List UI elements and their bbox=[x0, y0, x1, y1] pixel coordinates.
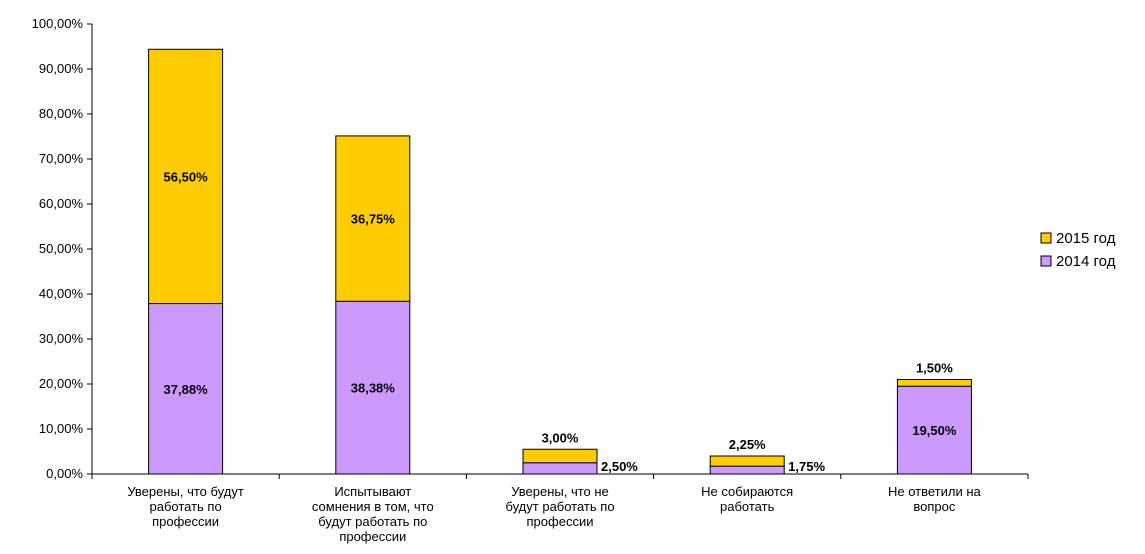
data-label-2015: 2,25% bbox=[729, 437, 766, 452]
y-tick-label: 30,00% bbox=[39, 331, 84, 346]
x-axis: Уверены, что будут работать по профессии Ис… bbox=[91, 473, 1029, 544]
legend: 2015 год 2014 год bbox=[1040, 230, 1116, 270]
bar-2014 bbox=[335, 300, 411, 475]
data-label-2014: 1,75% bbox=[788, 459, 825, 474]
y-tick-label: 100,00% bbox=[32, 16, 84, 31]
bar-2014 bbox=[896, 385, 972, 475]
legend-label: 2015 год bbox=[1056, 230, 1116, 247]
bar-2014 bbox=[709, 465, 785, 475]
y-axis: 0,00% 10,00% 20,00% 30,00% 40,00% 50,00% 60,00… bbox=[32, 16, 93, 481]
data-label-2014: 19,50% bbox=[912, 423, 957, 438]
y-tick-label: 40,00% bbox=[39, 286, 84, 301]
bar-2015 bbox=[148, 48, 224, 305]
bar-2014 bbox=[522, 462, 598, 475]
y-tick-label: 20,00% bbox=[39, 376, 84, 391]
y-tick-label: 80,00% bbox=[39, 106, 84, 121]
data-label-2015: 3,00% bbox=[542, 430, 579, 445]
legend-swatch bbox=[1040, 232, 1052, 244]
data-label-2014: 2,50% bbox=[601, 459, 638, 474]
data-label-2015: 1,50% bbox=[916, 361, 953, 376]
x-category-label: Не собираются работать bbox=[701, 484, 793, 514]
bars bbox=[148, 48, 972, 475]
y-tick-label: 10,00% bbox=[39, 421, 84, 436]
bar-2015 bbox=[896, 379, 972, 387]
y-tick-label: 50,00% bbox=[39, 241, 84, 256]
y-tick-label: 70,00% bbox=[39, 151, 84, 166]
bar-2015 bbox=[522, 448, 598, 464]
x-category-label: Уверены, что не будут работать по професси… bbox=[505, 484, 614, 529]
y-tick-label: 0,00% bbox=[46, 466, 83, 481]
x-category-label: Уверены, что будут работать по профессии bbox=[127, 484, 243, 529]
x-category-label: Испытывают сомнения в том, что будут работ… bbox=[312, 484, 434, 544]
y-tick-label: 60,00% bbox=[39, 196, 84, 211]
data-label-2015: 36,75% bbox=[351, 212, 396, 227]
y-tick-label: 90,00% bbox=[39, 61, 84, 76]
bar-2015 bbox=[335, 135, 411, 302]
data-label-2014: 38,38% bbox=[351, 381, 396, 396]
data-label-2014: 37,88% bbox=[164, 382, 209, 397]
legend-swatch bbox=[1040, 255, 1052, 267]
data-labels: 37,88% 56,50% 38,38% 36,75% 2,50% 3,00% 1,75% 2… bbox=[164, 169, 957, 474]
x-category-label: Не ответили на вопрос bbox=[888, 484, 982, 514]
bar-2015 bbox=[709, 455, 785, 467]
legend-label: 2014 год bbox=[1056, 253, 1116, 270]
data-label-2015: 56,50% bbox=[164, 169, 209, 184]
